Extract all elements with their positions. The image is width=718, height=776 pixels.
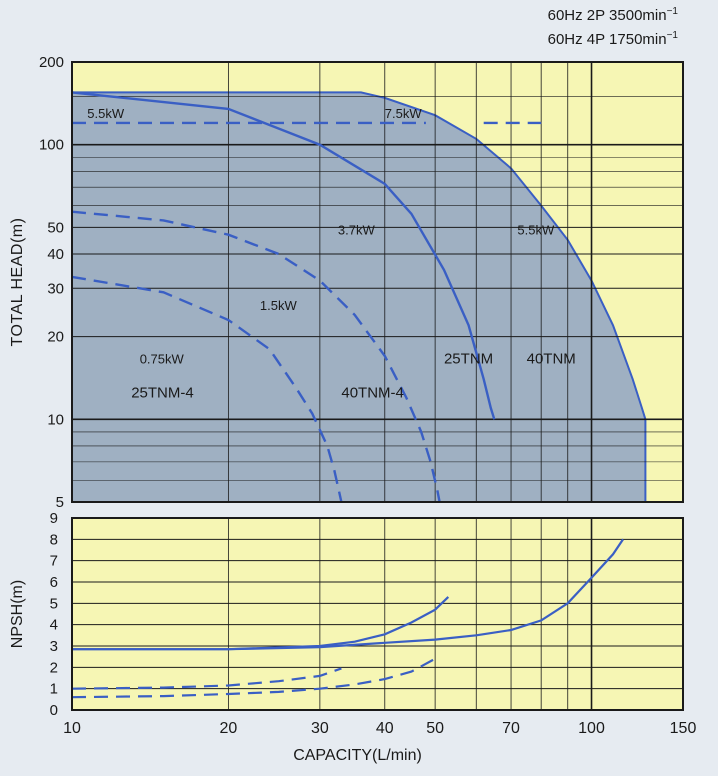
npsh-ytick-2: 2 [50, 659, 58, 676]
npsh-curve-1 [72, 596, 450, 651]
head-annotation-3: 5.5kW [517, 223, 555, 238]
npsh-ytick-9: 9 [50, 510, 58, 527]
npsh-xtick-1: 20 [219, 720, 237, 737]
npsh-xtick-4: 50 [426, 720, 444, 737]
npsh-ylabel: NPSH(m) [9, 580, 26, 648]
head-annotation-4: 1.5kW [260, 298, 298, 313]
head-annotation-8: 25TNM-4 [131, 385, 194, 402]
head-ytick-7: 200 [39, 54, 64, 71]
npsh-curve-3 [71, 667, 342, 690]
head-chart: 5.5kW 7.5kW 3.7kW 5.5kW 1.5kW 0.75kW 25TNM 40TN… [9, 54, 684, 511]
spec-line-2p-text: 60Hz 2P 3500min [547, 7, 667, 24]
head-annotation-7: 40TNM [527, 350, 576, 367]
head-ytick-4: 40 [47, 246, 64, 263]
npsh-curve-2 [71, 657, 436, 699]
npsh-xtick-3: 40 [376, 720, 394, 737]
head-ytick-6: 100 [39, 137, 64, 154]
head-annotation-1: 7.5kW [385, 106, 423, 121]
spec-line-2p-sup: −1 [666, 6, 678, 17]
npsh-ytick-8: 8 [50, 531, 58, 548]
head-annotation-6: 25TNM [444, 350, 493, 367]
npsh-xtick-6: 100 [578, 720, 605, 737]
npsh-ytick-0: 0 [50, 702, 58, 719]
head-annotation-9: 40TNM-4 [341, 385, 404, 402]
spec-line-2p: 60Hz 2P 3500min−1 [548, 6, 678, 24]
npsh-ytick-6: 6 [50, 574, 58, 591]
npsh-plot-area [72, 518, 683, 710]
head-curve-3 [71, 210, 441, 503]
npsh-xlabel: CAPACITY(L/min) [293, 747, 422, 764]
spec-line-4p-text: 60Hz 4P 1750min [547, 31, 667, 48]
head-ytick-0: 5 [56, 494, 64, 511]
npsh-chart: 0 1 2 3 4 5 6 7 8 9 10 20 30 40 50 70 100 150 NPSH(m) CAPAC… [9, 510, 696, 764]
head-ytick-1: 10 [47, 411, 64, 428]
head-plot-border [71, 61, 684, 503]
npsh-xtick-5: 70 [502, 720, 520, 737]
npsh-xtick-2: 30 [311, 720, 329, 737]
npsh-ytick-7: 7 [50, 553, 58, 570]
head-annotation-2: 3.7kW [338, 223, 376, 238]
npsh-xtick-7: 150 [670, 720, 697, 737]
npsh-ytick-3: 3 [50, 638, 58, 655]
npsh-plot-border [71, 517, 684, 711]
head-ytick-2: 20 [47, 329, 64, 346]
head-ytick-5: 50 [47, 219, 64, 236]
spec-line-4p-sup: −1 [666, 30, 678, 41]
head-curve-4 [71, 275, 343, 503]
head-ylabel: TOTAL HEAD(m) [9, 218, 26, 347]
head-annotation-5: 0.75kW [140, 351, 185, 366]
npsh-ytick-5: 5 [50, 595, 58, 612]
head-curve-0 [71, 91, 496, 420]
head-ytick-3: 30 [47, 280, 64, 297]
head-annotation-0: 5.5kW [87, 106, 125, 121]
npsh-xtick-0: 10 [63, 720, 81, 737]
head-region-0 [71, 91, 647, 503]
npsh-ytick-4: 4 [50, 617, 58, 634]
npsh-ytick-1: 1 [50, 681, 58, 698]
spec-line-4p: 60Hz 4P 1750min−1 [548, 30, 678, 48]
